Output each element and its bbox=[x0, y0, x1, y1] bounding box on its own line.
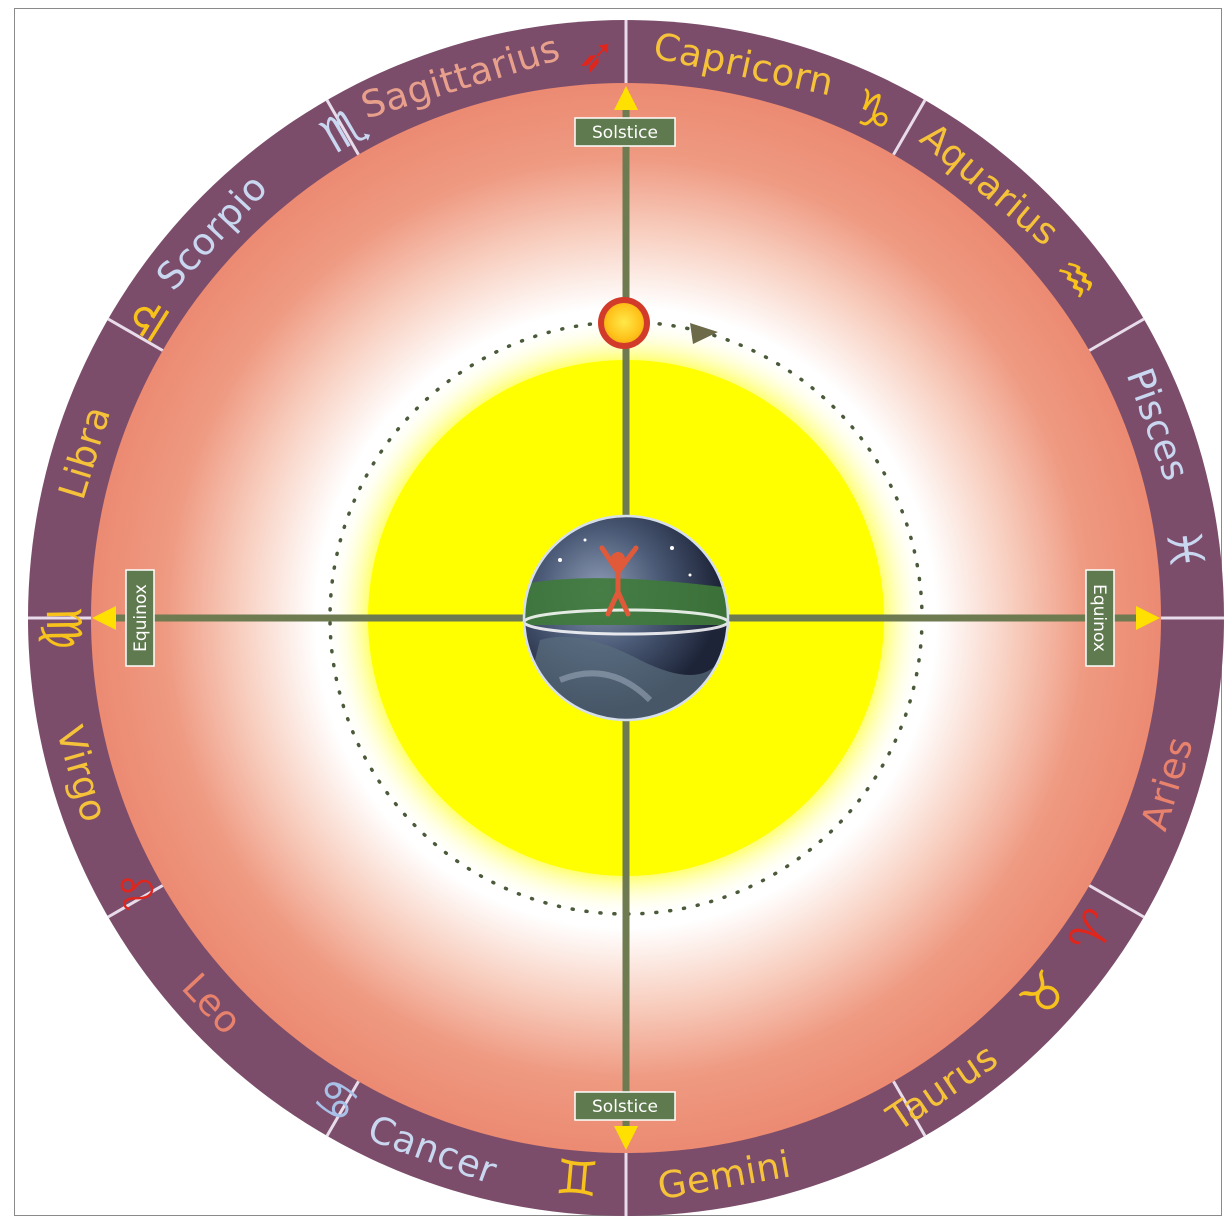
gemini-icon: ♊ bbox=[553, 1149, 601, 1209]
equinox-label-right: Equinox bbox=[1089, 584, 1109, 652]
sign-divider bbox=[892, 99, 927, 156]
sun-icon bbox=[598, 297, 650, 349]
sign-dividers bbox=[28, 20, 1224, 1216]
solstice-label-top: Solstice bbox=[592, 123, 658, 143]
solstice-marker-bottom: Solstice bbox=[574, 1091, 676, 1121]
earth-globe bbox=[522, 514, 730, 722]
virgo-icon: ♍ bbox=[35, 606, 92, 650]
sign-divider bbox=[107, 317, 164, 352]
person-figure-icon bbox=[599, 545, 639, 617]
sign-divider bbox=[892, 1080, 927, 1137]
orbit-direction-arrow bbox=[690, 323, 718, 344]
solstice-marker-top: Solstice bbox=[574, 117, 676, 147]
top-arrow-icon bbox=[614, 86, 638, 110]
pisces-icon: ♓ bbox=[1154, 525, 1215, 575]
right-arrow-icon bbox=[1136, 606, 1160, 630]
sagittarius-arrow-icon: ➶ bbox=[575, 27, 618, 85]
sign-divider bbox=[1088, 884, 1145, 919]
sign-divider bbox=[325, 1080, 360, 1137]
equinox-marker-right: Equinox bbox=[1085, 569, 1115, 667]
equinox-marker-left: Equinox bbox=[125, 569, 155, 667]
sign-divider bbox=[325, 99, 360, 156]
left-arrow-icon bbox=[92, 606, 116, 630]
equinox-label-left: Equinox bbox=[131, 584, 151, 652]
sign-divider bbox=[107, 884, 164, 919]
bottom-arrow-icon bbox=[614, 1126, 638, 1150]
sign-divider bbox=[1088, 317, 1145, 352]
solstice-label-bottom: Solstice bbox=[592, 1097, 658, 1117]
